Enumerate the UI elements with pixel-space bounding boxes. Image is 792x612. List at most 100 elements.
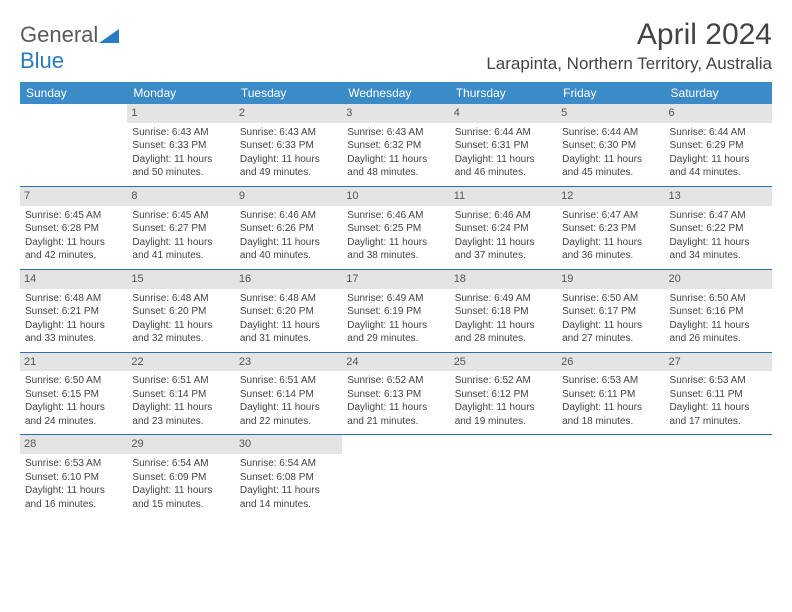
- day-number: 25: [450, 353, 557, 372]
- day-number: 30: [235, 435, 342, 454]
- sunset-line: Sunset: 6:26 PM: [240, 222, 337, 236]
- weekday-header: Monday: [127, 82, 234, 104]
- sunset-line: Sunset: 6:20 PM: [132, 305, 229, 319]
- calendar-day-cell: 14Sunrise: 6:48 AMSunset: 6:21 PMDayligh…: [20, 269, 127, 352]
- sunset-line: Sunset: 6:15 PM: [25, 388, 122, 402]
- calendar-head: Sunday Monday Tuesday Wednesday Thursday…: [20, 82, 772, 104]
- daylight-line: Daylight: 11 hours and 31 minutes.: [240, 319, 337, 346]
- month-title: April 2024: [486, 18, 772, 52]
- daylight-line: Daylight: 11 hours and 38 minutes.: [347, 236, 444, 263]
- day-number: 12: [557, 187, 664, 206]
- sunrise-line: Sunrise: 6:43 AM: [240, 126, 337, 140]
- sunset-line: Sunset: 6:24 PM: [455, 222, 552, 236]
- day-number: 24: [342, 353, 449, 372]
- calendar-body: .1Sunrise: 6:43 AMSunset: 6:33 PMDayligh…: [20, 104, 772, 517]
- sunrise-line: Sunrise: 6:48 AM: [132, 292, 229, 306]
- daylight-line: Daylight: 11 hours and 17 minutes.: [670, 401, 767, 428]
- logo-part1: General: [20, 22, 98, 47]
- daylight-line: Daylight: 11 hours and 28 minutes.: [455, 319, 552, 346]
- calendar-day-cell: 17Sunrise: 6:49 AMSunset: 6:19 PMDayligh…: [342, 269, 449, 352]
- calendar-day-cell: .: [665, 435, 772, 517]
- logo-part2: Blue: [20, 48, 64, 73]
- sunrise-line: Sunrise: 6:50 AM: [670, 292, 767, 306]
- logo-triangle-icon: [99, 29, 119, 43]
- weekday-header: Wednesday: [342, 82, 449, 104]
- daylight-line: Daylight: 11 hours and 15 minutes.: [132, 484, 229, 511]
- sunrise-line: Sunrise: 6:53 AM: [25, 457, 122, 471]
- day-number: 1: [127, 104, 234, 123]
- daylight-line: Daylight: 11 hours and 26 minutes.: [670, 319, 767, 346]
- sunset-line: Sunset: 6:14 PM: [240, 388, 337, 402]
- calendar-day-cell: 19 Sunrise: 6:50 AMSunset: 6:17 PMDayligh…: [557, 269, 664, 352]
- sunset-line: Sunset: 6:17 PM: [562, 305, 659, 319]
- sunset-line: Sunset: 6:25 PM: [347, 222, 444, 236]
- day-number: 5: [557, 104, 664, 123]
- daylight-line: Daylight: 11 hours and 34 minutes.: [670, 236, 767, 263]
- sunset-line: Sunset: 6:08 PM: [240, 471, 337, 485]
- sunrise-line: Sunrise: 6:45 AM: [25, 209, 122, 223]
- weekday-header: Thursday: [450, 82, 557, 104]
- day-number: 29: [127, 435, 234, 454]
- day-number: 28: [20, 435, 127, 454]
- daylight-line: Daylight: 11 hours and 18 minutes.: [562, 401, 659, 428]
- sunrise-line: Sunrise: 6:44 AM: [670, 126, 767, 140]
- calendar-week-row: 28Sunrise: 6:53 AMSunset: 6:10 PMDayligh…: [20, 435, 772, 517]
- sunrise-line: Sunrise: 6:54 AM: [132, 457, 229, 471]
- calendar-day-cell: 1Sunrise: 6:43 AMSunset: 6:33 PMDaylight…: [127, 104, 234, 186]
- sunset-line: Sunset: 6:29 PM: [670, 139, 767, 153]
- daylight-line: Daylight: 11 hours and 14 minutes.: [240, 484, 337, 511]
- sunset-line: Sunset: 6:33 PM: [240, 139, 337, 153]
- weekday-header: Saturday: [665, 82, 772, 104]
- daylight-line: Daylight: 11 hours and 27 minutes.: [562, 319, 659, 346]
- sunrise-line: Sunrise: 6:43 AM: [347, 126, 444, 140]
- sunrise-line: Sunrise: 6:46 AM: [455, 209, 552, 223]
- sunset-line: Sunset: 6:33 PM: [132, 139, 229, 153]
- daylight-line: Daylight: 11 hours and 46 minutes.: [455, 153, 552, 180]
- calendar-day-cell: 29Sunrise: 6:54 AMSunset: 6:09 PMDayligh…: [127, 435, 234, 517]
- calendar-day-cell: 11Sunrise: 6:46 AMSunset: 6:24 PMDayligh…: [450, 186, 557, 269]
- daylight-line: Daylight: 11 hours and 21 minutes.: [347, 401, 444, 428]
- day-number: 20: [665, 270, 772, 289]
- sunrise-line: Sunrise: 6:49 AM: [347, 292, 444, 306]
- sunset-line: Sunset: 6:30 PM: [562, 139, 659, 153]
- day-number: 3: [342, 104, 449, 123]
- sunset-line: Sunset: 6:20 PM: [240, 305, 337, 319]
- daylight-line: Daylight: 11 hours and 24 minutes.: [25, 401, 122, 428]
- day-number: 14: [20, 270, 127, 289]
- daylight-line: Daylight: 11 hours and 36 minutes.: [562, 236, 659, 263]
- daylight-line: Daylight: 11 hours and 29 minutes.: [347, 319, 444, 346]
- calendar-week-row: 7Sunrise: 6:45 AMSunset: 6:28 PMDaylight…: [20, 186, 772, 269]
- calendar-day-cell: 24Sunrise: 6:52 AMSunset: 6:13 PMDayligh…: [342, 352, 449, 435]
- sunrise-line: Sunrise: 6:44 AM: [455, 126, 552, 140]
- sunset-line: Sunset: 6:31 PM: [455, 139, 552, 153]
- daylight-line: Daylight: 11 hours and 23 minutes.: [132, 401, 229, 428]
- sunrise-line: Sunrise: 6:50 AM: [562, 292, 659, 306]
- sunrise-line: Sunrise: 6:46 AM: [240, 209, 337, 223]
- calendar-day-cell: 10Sunrise: 6:46 AMSunset: 6:25 PMDayligh…: [342, 186, 449, 269]
- sunset-line: Sunset: 6:21 PM: [25, 305, 122, 319]
- day-number: 27: [665, 353, 772, 372]
- sunrise-line: Sunrise: 6:49 AM: [455, 292, 552, 306]
- calendar-week-row: 21Sunrise: 6:50 AMSunset: 6:15 PMDayligh…: [20, 352, 772, 435]
- sunrise-line: Sunrise: 6:50 AM: [25, 374, 122, 388]
- daylight-line: Daylight: 11 hours and 41 minutes.: [132, 236, 229, 263]
- calendar-day-cell: 26Sunrise: 6:53 AMSunset: 6:11 PMDayligh…: [557, 352, 664, 435]
- calendar-day-cell: 20 Sunrise: 6:50 AMSunset: 6:16 PMDayligh…: [665, 269, 772, 352]
- header: GeneralBlue April 2024 Larapinta, Northe…: [20, 18, 772, 82]
- calendar-day-cell: .: [450, 435, 557, 517]
- calendar-day-cell: 28Sunrise: 6:53 AMSunset: 6:10 PMDayligh…: [20, 435, 127, 517]
- day-number: 7: [20, 187, 127, 206]
- calendar-day-cell: .: [557, 435, 664, 517]
- calendar-day-cell: 27Sunrise: 6:53 AMSunset: 6:11 PMDayligh…: [665, 352, 772, 435]
- day-number: 18: [450, 270, 557, 289]
- sunrise-line: Sunrise: 6:47 AM: [562, 209, 659, 223]
- sunrise-line: Sunrise: 6:47 AM: [670, 209, 767, 223]
- day-number: 19: [557, 270, 664, 289]
- sunset-line: Sunset: 6:13 PM: [347, 388, 444, 402]
- day-number: 4: [450, 104, 557, 123]
- calendar-day-cell: 5Sunrise: 6:44 AMSunset: 6:30 PMDaylight…: [557, 104, 664, 186]
- sunset-line: Sunset: 6:16 PM: [670, 305, 767, 319]
- day-number: 13: [665, 187, 772, 206]
- daylight-line: Daylight: 11 hours and 19 minutes.: [455, 401, 552, 428]
- weekday-header: Tuesday: [235, 82, 342, 104]
